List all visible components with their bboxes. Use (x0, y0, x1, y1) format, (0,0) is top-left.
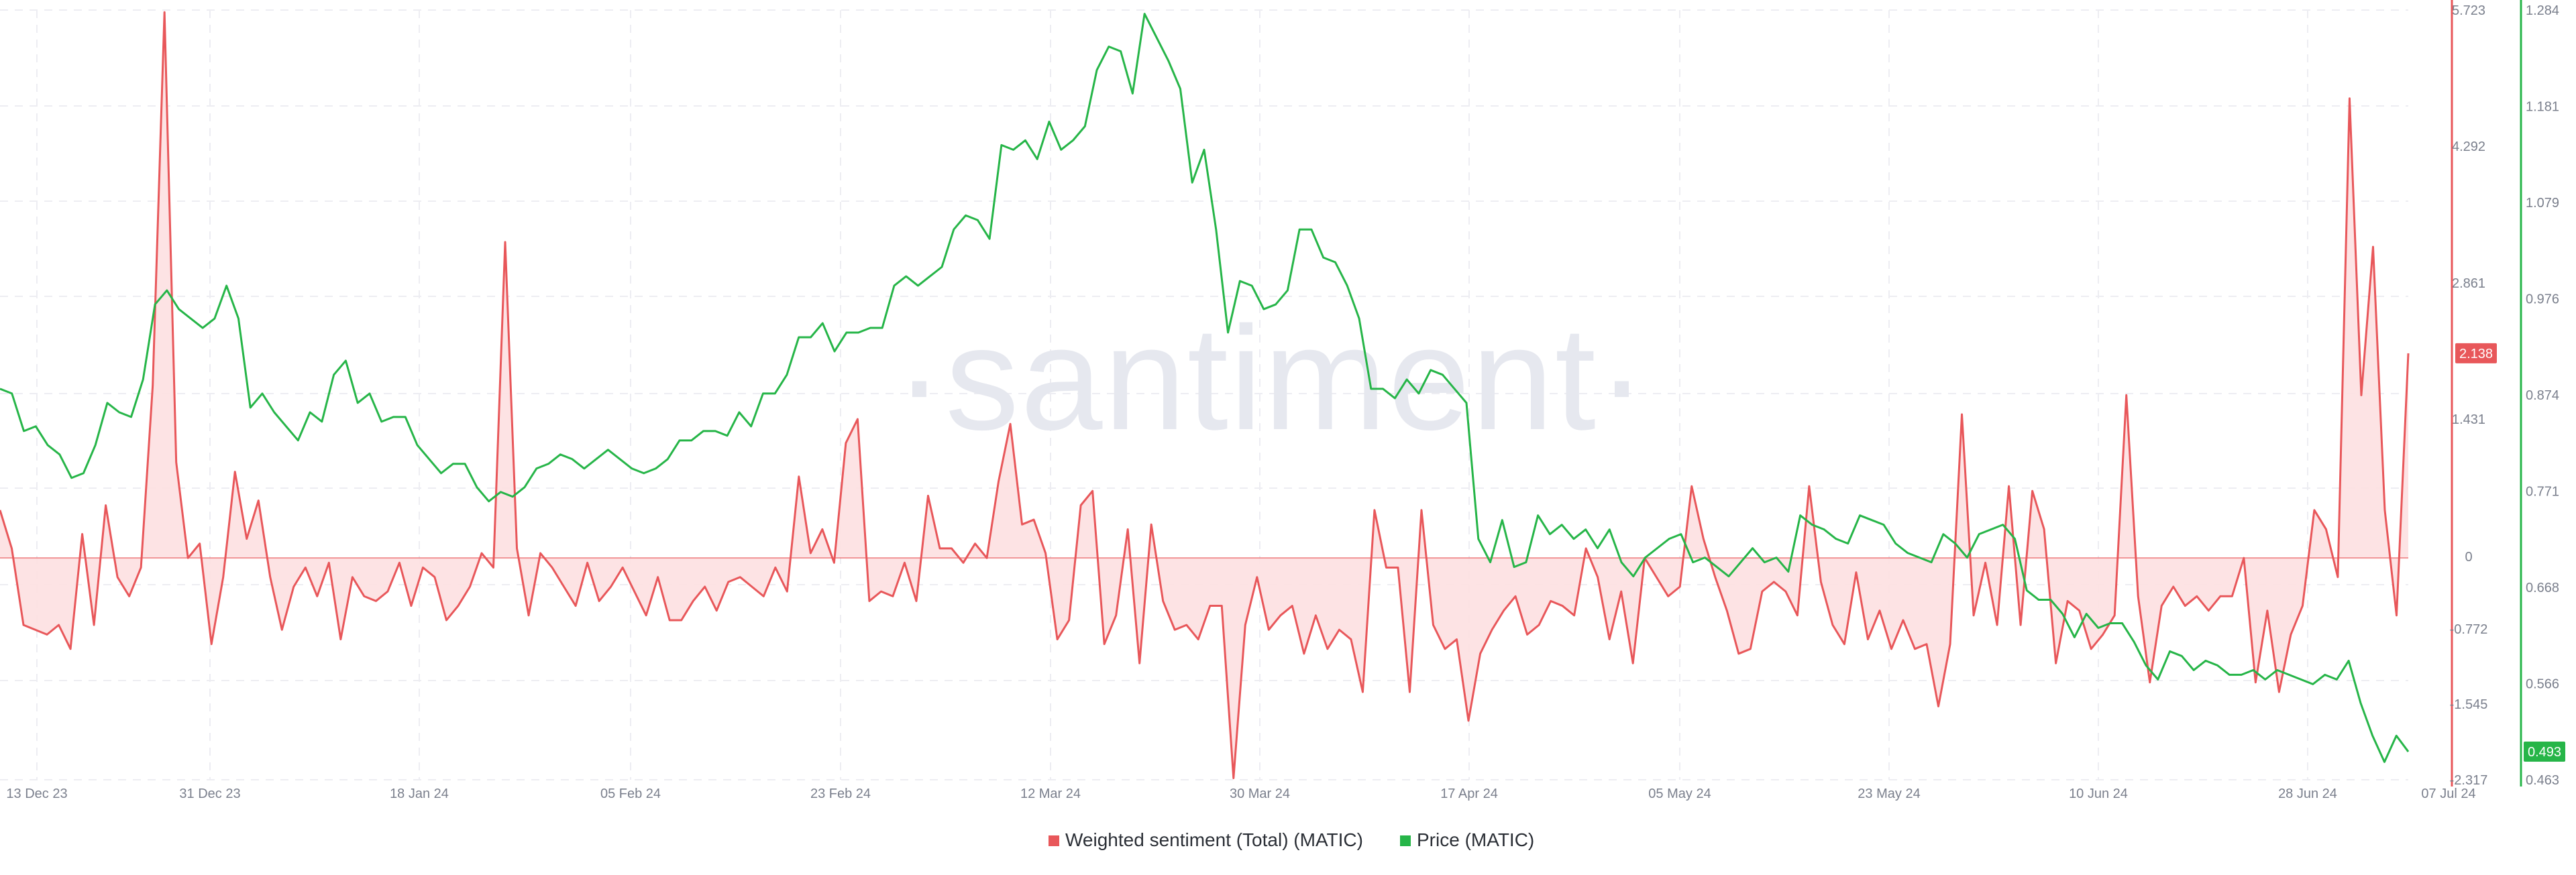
sentiment-tick-label: 2.861 (2452, 276, 2485, 291)
x-tick-label: 10 Jun 24 (2069, 786, 2128, 801)
price-tick-label: 0.463 (2526, 773, 2559, 788)
sentiment-tick-label: -1.545 (2450, 697, 2488, 712)
sentiment-tick-label: 0 (2465, 550, 2472, 565)
x-tick-label: 18 Jan 24 (390, 786, 449, 801)
sentiment-tick-label: -0.772 (2450, 622, 2488, 637)
sentiment-tick-label: -2.317 (2450, 773, 2488, 788)
x-tick-label: 31 Dec 23 (179, 786, 240, 801)
price-tick-label: 1.284 (2526, 3, 2559, 18)
x-tick-label: 07 Jul 24 (2421, 786, 2475, 801)
x-tick-label: 05 May 24 (1648, 786, 1711, 801)
sentiment-last-value-badge: 2.138 (2455, 343, 2497, 363)
x-tick-label: 05 Feb 24 (600, 786, 661, 801)
x-tick-label: 13 Dec 23 (6, 786, 67, 801)
sentiment-area-fill (0, 12, 2408, 778)
sentiment-tick-label: 4.292 (2452, 139, 2485, 154)
sentiment-tick-label: 5.723 (2452, 3, 2485, 18)
x-tick-label: 17 Apr 24 (1440, 786, 1498, 801)
price-tick-label: 1.079 (2526, 196, 2559, 211)
price-tick-label: 0.874 (2526, 388, 2559, 403)
left-axis-ticks: 5.723 4.292 2.861 1.431 0 -0.772 -1.545 -2.317 (2450, 3, 2488, 788)
price-tick-label: 0.566 (2526, 677, 2559, 692)
sentiment-area (0, 12, 2408, 778)
x-tick-label: 12 Mar 24 (1020, 786, 1081, 801)
x-tick-label: 28 Jun 24 (2278, 786, 2337, 801)
x-axis-ticks: 13 Dec 23 31 Dec 23 18 Jan 24 05 Feb 24 23 F… (6, 786, 2475, 801)
santiment-watermark: ·santiment· (895, 296, 1648, 461)
price-tick-label: 0.976 (2526, 292, 2559, 307)
x-tick-label: 23 Feb 24 (810, 786, 871, 801)
price-tick-label: 0.771 (2526, 485, 2559, 500)
legend-swatch-sentiment (1049, 835, 1059, 846)
legend-swatch-price (1400, 835, 1411, 846)
x-tick-label: 23 May 24 (1858, 786, 1920, 801)
price-line[interactable] (0, 13, 2410, 763)
right-axis-ticks: 1.284 1.181 1.079 0.976 0.874 0.771 0.668 0.566… (2526, 3, 2559, 788)
price-last-value-badge: 0.493 (2524, 742, 2565, 762)
axes (2451, 0, 2522, 786)
price-last-value: 0.493 (2528, 745, 2561, 760)
sentiment-last-value: 2.138 (2459, 347, 2493, 361)
legend-item-sentiment[interactable]: Weighted sentiment (Total) (MATIC) (1049, 829, 1363, 850)
price-tick-label: 0.668 (2526, 581, 2559, 595)
legend-item-price[interactable]: Price (MATIC) (1400, 829, 1534, 850)
price-tick-label: 1.181 (2526, 100, 2559, 115)
sentiment-tick-label: 1.431 (2452, 412, 2485, 427)
series-lines (0, 11, 2410, 780)
legend: Weighted sentiment (Total) (MATIC) Price… (1049, 829, 1534, 850)
legend-label-sentiment: Weighted sentiment (Total) (MATIC) (1065, 829, 1363, 850)
x-tick-label: 30 Mar 24 (1230, 786, 1290, 801)
legend-label-price: Price (MATIC) (1417, 829, 1534, 850)
sentiment-line[interactable] (0, 11, 2410, 780)
